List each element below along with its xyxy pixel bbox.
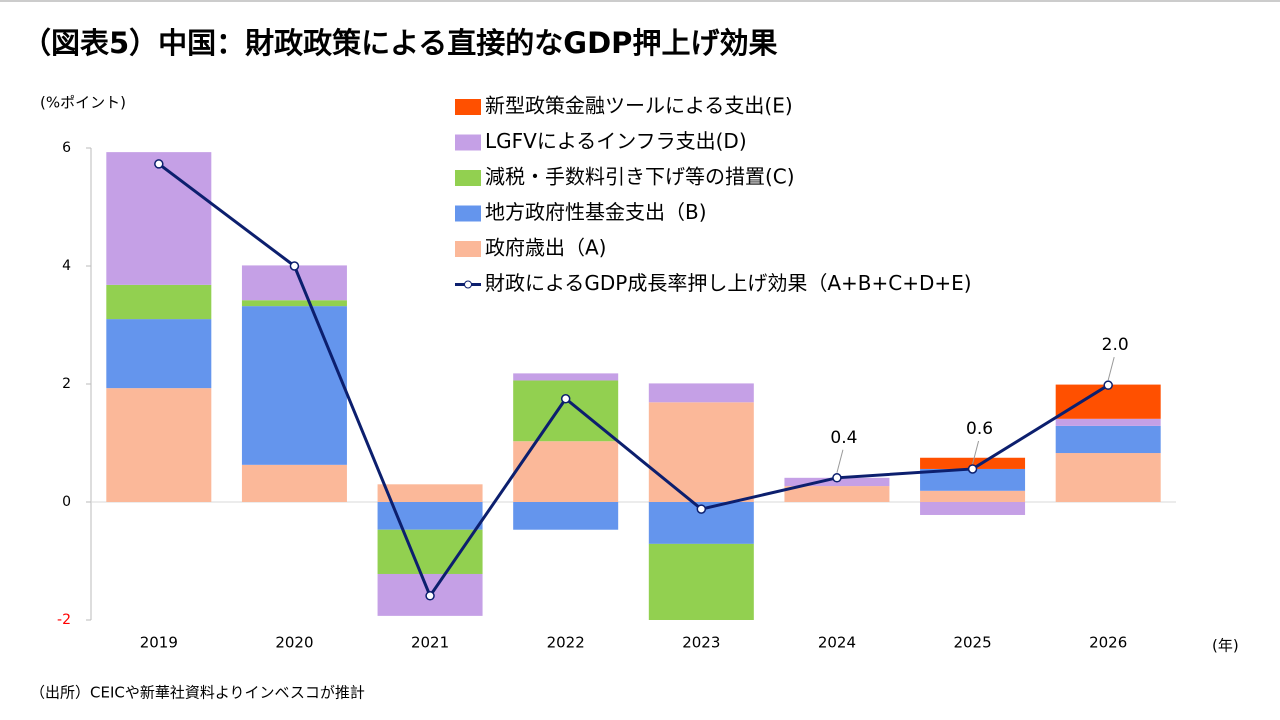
legend-label: 財政によるGDP成長率押し上げ効果（A+B+C+D+E)	[485, 271, 972, 295]
bar	[784, 486, 890, 502]
bar	[106, 388, 212, 502]
y-tick-label: 2	[62, 376, 71, 392]
bar	[1055, 418, 1161, 426]
x-tick-label: 2025	[953, 634, 991, 652]
legend-label: 地方政府性基金支出（B)	[485, 200, 707, 224]
bar	[377, 484, 483, 502]
bar	[513, 380, 619, 442]
x-tick-label: 2024	[818, 634, 856, 652]
y-tick-label: 4	[62, 258, 71, 274]
bar	[106, 152, 212, 285]
line-point	[832, 473, 842, 483]
legend-swatch	[464, 280, 472, 289]
legend-label: 政府歳出（A)	[485, 236, 606, 260]
legend-label: 新型政策金融ツールによる支出(E)	[485, 94, 793, 118]
line-point	[560, 394, 571, 404]
data-label: 0.6	[966, 419, 993, 439]
bar	[920, 502, 1026, 515]
legend-swatch	[455, 99, 481, 115]
label-leader	[972, 440, 980, 465]
x-tick-label: 2026	[1089, 634, 1127, 652]
x-tick-label: 2022	[547, 634, 585, 652]
line-point	[425, 591, 435, 601]
line-point	[967, 464, 978, 474]
x-tick-label: 2019	[140, 634, 178, 652]
y-tick-label: 0	[62, 494, 71, 510]
legend-swatch	[455, 205, 481, 222]
label-leader	[1107, 357, 1115, 381]
bar	[1055, 425, 1161, 454]
y-tick-label: 6	[62, 140, 71, 156]
chart-title: （図表5）中国：財政政策による直接的なGDP押上げ効果	[22, 26, 777, 60]
line-point	[154, 159, 164, 169]
bar	[1055, 453, 1161, 502]
bar	[648, 402, 754, 502]
line-point	[696, 504, 707, 514]
data-label: 0.4	[830, 428, 857, 448]
label-leader	[836, 449, 844, 473]
bar	[106, 284, 212, 320]
x-tick-label: 2021	[411, 634, 449, 652]
bar	[648, 543, 754, 620]
bar	[920, 468, 1026, 491]
source-note: （出所）CEICや新華社資料よりインベスコが推計	[30, 684, 365, 702]
bar	[648, 383, 754, 403]
x-axis-label: (年)	[1212, 637, 1239, 655]
legend-label: LGFVによるインフラ支出(D)	[485, 129, 747, 153]
data-label: 2.0	[1102, 335, 1129, 355]
legend-swatch	[455, 170, 481, 186]
bar	[513, 502, 619, 530]
bar	[920, 490, 1026, 502]
legend-swatch	[455, 134, 481, 151]
bar	[377, 502, 483, 530]
line-point	[289, 261, 300, 271]
y-tick-label: -2	[57, 612, 71, 628]
bar	[241, 300, 347, 307]
legend-swatch	[455, 241, 481, 257]
bar	[377, 529, 483, 574]
bar	[241, 464, 347, 502]
line-series	[157, 162, 1109, 599]
x-tick-label: 2020	[275, 634, 313, 652]
bar	[513, 373, 619, 381]
y-axis-label: (%ポイント)	[40, 94, 126, 112]
bar	[241, 306, 347, 465]
line-point	[1103, 380, 1113, 390]
bar	[1055, 384, 1161, 419]
x-tick-label: 2023	[682, 634, 720, 652]
bar	[241, 265, 347, 301]
bar	[106, 319, 212, 389]
legend-label: 減税・手数料引き下げ等の措置(C)	[485, 165, 795, 189]
